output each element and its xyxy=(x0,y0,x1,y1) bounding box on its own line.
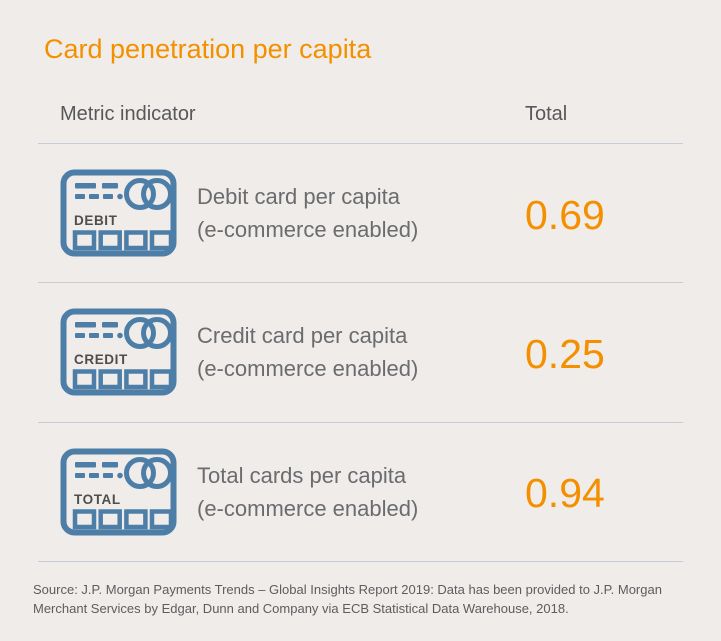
metric-value: 0.94 xyxy=(525,470,605,517)
credit-card-icon: CREDIT xyxy=(60,308,177,396)
table-body: DEBIT Debit card per capita (e-commerce … xyxy=(38,143,683,562)
table-row-total: TOTAL Total cards per capita (e-commerce… xyxy=(38,421,683,561)
credit-icon-label: CREDIT xyxy=(74,352,128,367)
table-row-credit: CREDIT Credit card per capita (e-commerc… xyxy=(38,282,683,421)
metrics-table: Metric indicator Total xyxy=(38,85,683,562)
debit-icon-label: DEBIT xyxy=(74,213,118,228)
metric-cell: DEBIT Debit card per capita (e-commerce … xyxy=(38,169,525,257)
metric-label: Credit card per capita (e-commerce enabl… xyxy=(197,323,419,382)
metric-cell: CREDIT Credit card per capita (e-commerc… xyxy=(38,308,525,396)
total-icon-label: TOTAL xyxy=(74,492,121,507)
metric-cell: TOTAL Total cards per capita (e-commerce… xyxy=(38,448,525,536)
metric-value: 0.25 xyxy=(525,330,605,377)
debit-card-icon: DEBIT xyxy=(60,169,177,257)
column-header-metric-indicator: Metric indicator xyxy=(60,102,196,125)
chart-title: Card penetration per capita xyxy=(44,34,372,64)
metric-value: 0.69 xyxy=(525,191,605,238)
total-cards-icon: TOTAL xyxy=(60,448,177,536)
metric-label: Total cards per capita (e-commerce enabl… xyxy=(197,462,419,521)
source-note: Source: J.P. Morgan Payments Trends – Gl… xyxy=(33,582,662,616)
table-header-row: Metric indicator Total xyxy=(38,85,683,143)
column-header-total: Total xyxy=(525,102,568,125)
metric-label: Debit card per capita (e-commerce enable… xyxy=(197,184,419,243)
table-row-debit: DEBIT Debit card per capita (e-commerce … xyxy=(38,143,683,282)
